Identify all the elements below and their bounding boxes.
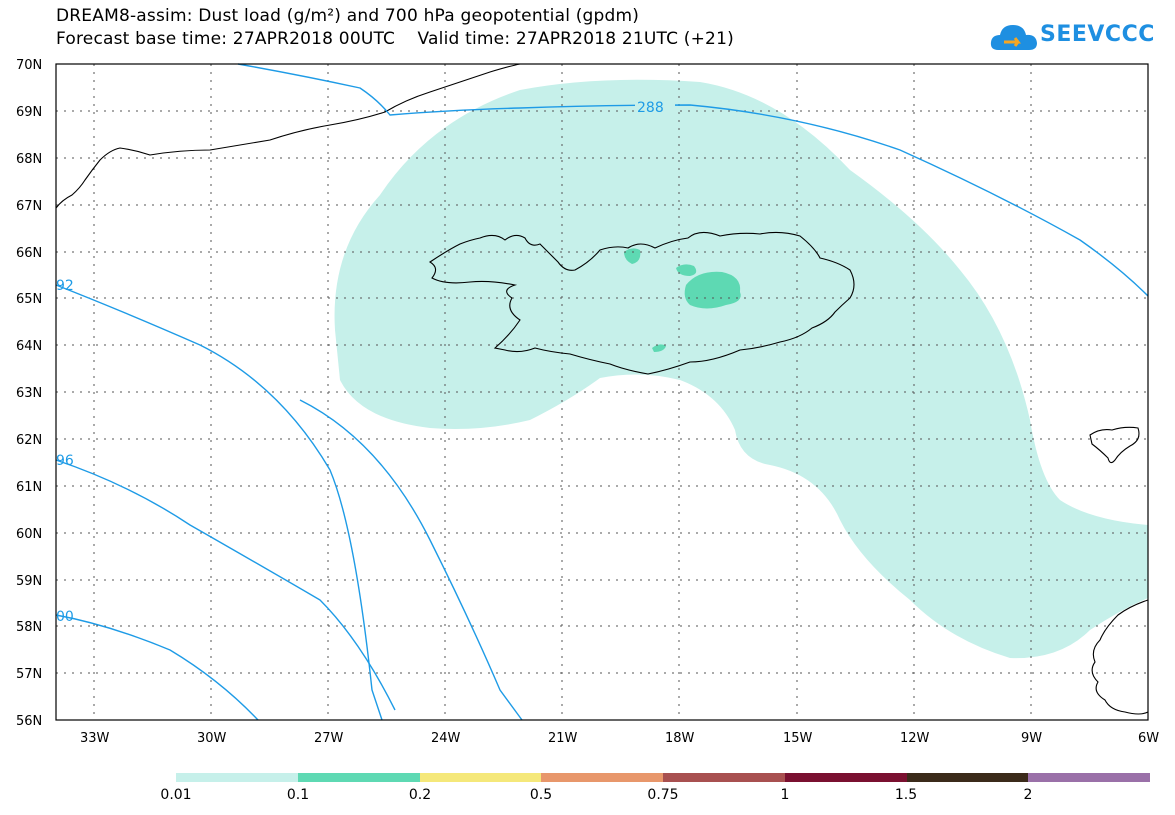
lat-axis: 70N 69N 68N 67N 66N 65N 64N 63N 62N 61N … (16, 58, 42, 729)
lon-label: 12W (900, 731, 930, 746)
legend-swatch (176, 773, 298, 782)
legend-label: 0.5 (529, 787, 553, 803)
lat-label: 59N (16, 574, 42, 589)
legend-swatch (784, 773, 907, 782)
lon-label: 27W (314, 731, 344, 746)
contour-label: 288 (637, 100, 664, 116)
lon-label: 24W (431, 731, 461, 746)
scotland-coast (1091, 599, 1149, 715)
legend-swatch (1028, 773, 1150, 782)
lon-label: 9W (1021, 731, 1042, 746)
contour-label-bg (635, 99, 675, 115)
coastlines (55, 63, 1149, 715)
dust-region-mid (676, 264, 697, 276)
legend-swatch (663, 773, 785, 782)
lat-label: 64N (16, 339, 42, 354)
lat-label: 56N (16, 714, 42, 729)
lat-label: 61N (16, 480, 42, 495)
lon-label: 15W (783, 731, 813, 746)
dust-region-mid (624, 248, 641, 264)
map-frame (55, 63, 1149, 721)
lat-label: 70N (16, 58, 42, 73)
greenland-coast (55, 63, 521, 209)
lat-label: 63N (16, 386, 42, 401)
lon-label: 18W (665, 731, 695, 746)
legend-label: 0.01 (160, 787, 192, 803)
logo-text: SEEVCCC (1040, 22, 1155, 47)
iceland-coast (428, 231, 855, 375)
lat-label: 57N (16, 667, 42, 682)
cloud-icon (990, 25, 1037, 50)
lon-label: 30W (197, 731, 227, 746)
legend-label: 2 (1023, 787, 1033, 803)
lon-axis: 33W 30W 27W 24W 21W 18W 15W 12W 9W 6W (80, 731, 1159, 746)
legend-label: 0.2 (408, 787, 432, 803)
lat-label: 68N (16, 152, 42, 167)
color-legend-bar (176, 773, 1150, 782)
faroe-coast (1089, 426, 1140, 464)
legend-label: 0.1 (286, 787, 310, 803)
map-subtitle: Forecast base time: 27APR2018 00UTC Vali… (56, 29, 734, 49)
lon-label: 21W (548, 731, 578, 746)
lat-label: 58N (16, 620, 42, 635)
legend-label: 0.75 (647, 787, 679, 803)
lon-label: 33W (80, 731, 110, 746)
contour-label: 96 (56, 453, 74, 469)
contour-label: 00 (56, 609, 74, 625)
dust-region-low (334, 79, 1149, 659)
legend-swatch (419, 773, 542, 782)
map-title: DREAM8-assim: Dust load (g/m²) and 700 h… (56, 6, 640, 26)
lon-label: 6W (1138, 731, 1159, 746)
legend-swatch (541, 773, 663, 782)
lat-label: 62N (16, 433, 42, 448)
dust-region-mid (652, 344, 666, 352)
legend-label: 1.5 (894, 787, 918, 803)
legend-swatch (297, 773, 420, 782)
legend-label: 1 (780, 787, 790, 803)
legend-swatch (906, 773, 1029, 782)
lat-label: 60N (16, 527, 42, 542)
dust-region-mid (684, 271, 741, 309)
contour-label: 92 (56, 278, 74, 294)
grid-lines (56, 64, 1148, 720)
lat-label: 67N (16, 199, 42, 214)
lat-label: 69N (16, 105, 42, 120)
lat-label: 66N (16, 246, 42, 261)
seevccc-logo: SEEVCCC (988, 18, 1154, 58)
lat-label: 65N (16, 292, 42, 307)
